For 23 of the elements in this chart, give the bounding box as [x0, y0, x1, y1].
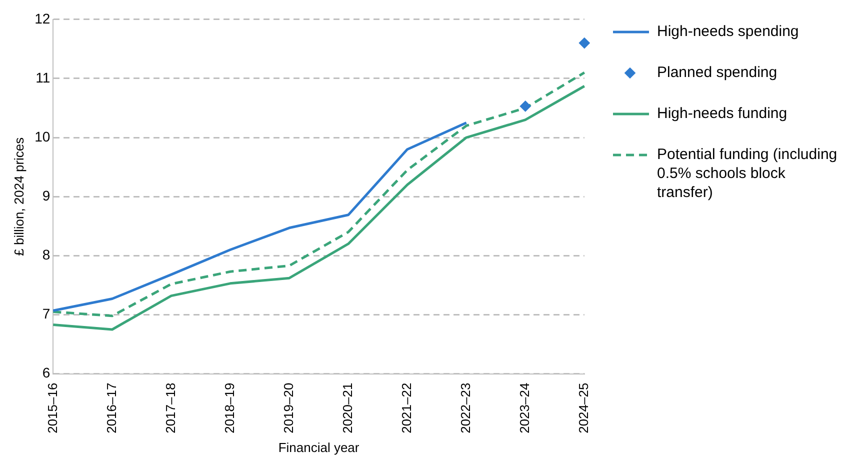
x-tick-label: 2024–25: [576, 382, 591, 434]
x-tick-label: 2015–16: [44, 382, 60, 434]
x-tick-label: 2022–23: [458, 382, 473, 434]
legend-label: Potential funding (including 0.5% schools block transfer): [657, 145, 838, 202]
legend-label: High-needs spending: [657, 22, 799, 41]
x-tick-label: 2023–24: [516, 382, 532, 434]
x-tick-label: 2018–19: [222, 382, 237, 434]
x-tick-label: 2020–21: [340, 382, 355, 434]
y-tick-label: 8: [42, 246, 50, 263]
x-tick-label: 2017–18: [162, 382, 178, 434]
y-tick-label: 10: [34, 128, 50, 144]
legend-label: High-needs funding: [657, 104, 788, 123]
y-tick-label: 9: [42, 187, 50, 204]
legend-label: Planned spending: [657, 63, 778, 82]
x-tick-label: 2016–17: [104, 382, 119, 434]
x-tick-label: 2021–22: [398, 382, 414, 434]
y-tick-label: 7: [42, 306, 50, 322]
y-tick-label: 12: [34, 10, 50, 26]
y-tick-label: 11: [36, 69, 50, 86]
y-axis-title: £ billion, 2024 prices: [11, 136, 26, 256]
y-tick-label: 6: [42, 364, 50, 381]
x-axis-title: Financial year: [278, 440, 360, 455]
x-tick-label: 2019–20: [280, 382, 296, 434]
